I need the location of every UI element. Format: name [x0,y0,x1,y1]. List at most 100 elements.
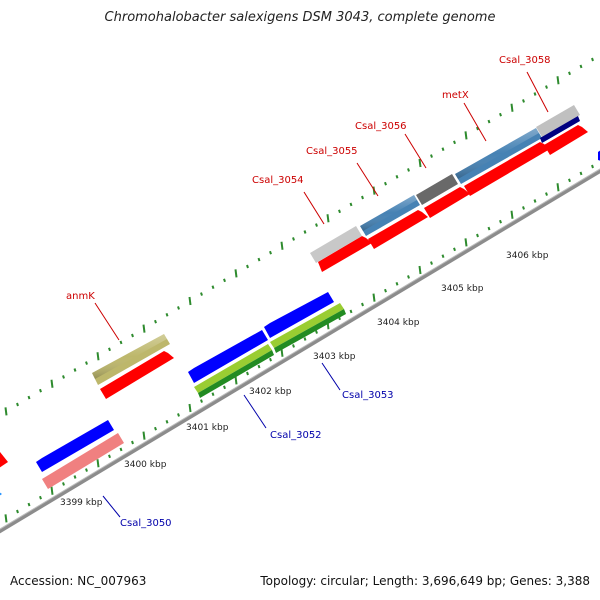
scale-tick [384,288,387,293]
scale-tick [27,502,31,507]
scale-tick [418,158,422,168]
forward-genes-track [0,105,600,474]
scale-tick [556,183,560,192]
gene-label-Csal_3058[interactable]: Csal_3058 [499,55,551,66]
scale-tick [464,238,468,247]
scale-tick [200,292,203,296]
scale-label: 3406 kbp [506,251,549,261]
scale-tick [510,210,514,219]
scale-tick [533,199,537,203]
gene-feature[interactable] [0,490,2,498]
scale-tick [464,131,468,140]
gene-feature[interactable] [464,142,550,196]
scale-tick [315,223,318,227]
gene-feature[interactable] [540,116,580,143]
gene-feature[interactable] [264,292,334,338]
scale-tick [430,154,433,158]
scale-tick [4,407,8,416]
scale-tick [96,459,100,468]
scale-tick [234,269,238,278]
scale-tick [16,509,19,514]
scale-tick [418,265,422,275]
gene-feature-Csal_3054[interactable] [310,226,362,263]
gene-label-Csal_3055[interactable]: Csal_3055 [306,146,358,157]
scale-tick [62,375,65,379]
scale-tick [62,482,65,486]
gene-label-Csal_3056[interactable]: Csal_3056 [355,121,407,132]
accession-label: Accession: NC_007963 [10,574,147,588]
scale-tick [499,219,502,224]
gene-label-Csal_3052[interactable]: Csal_3052 [270,430,322,441]
scale-tick [453,140,456,145]
scale-tick [579,64,583,69]
gene-label-Csal_3050[interactable]: Csal_3050 [120,518,172,529]
gene-feature[interactable] [318,236,372,272]
scale-tick [108,347,111,352]
scale-tick [188,296,192,306]
gene-label-Csal_3053[interactable]: Csal_3053 [342,390,394,401]
scale-tick [154,319,157,324]
gene-feature[interactable] [188,330,268,383]
gene-feature-Csal_3058[interactable] [536,105,580,137]
genome-backbone-ring [0,168,600,534]
scale-tick [522,206,525,210]
scale-tick [292,237,295,241]
label-connectors-reverse [102,362,341,518]
scale-tick [131,333,134,338]
scale-tick [280,348,284,357]
scale-tick [338,209,341,214]
scale-tick [487,119,491,124]
reverse-genes-track [0,292,346,498]
scale-labels: 3399 kbp 3400 kbp 3401 kbp 3402 kbp 3403… [60,251,549,508]
scale-tick [269,250,272,255]
scale-tick [223,278,226,283]
gene-label-Csal_3054[interactable]: Csal_3054 [252,175,304,186]
scale-tick [165,312,169,317]
scale-tick [246,264,249,269]
scale-tick [591,57,594,62]
label-connectors [94,71,549,341]
gene-feature[interactable] [274,309,346,353]
scale-tick [211,285,215,290]
gene-feature-Csal_3056[interactable] [416,174,458,205]
gene-feature[interactable] [424,187,470,218]
scale-tick [591,164,594,169]
scale-tick [257,364,261,369]
scale-tick [476,126,479,131]
gene-feature[interactable] [36,420,114,472]
genome-summary-label: Topology: circular; Length: 3,696,649 bp… [260,574,590,588]
scale-tick [142,431,146,440]
gene-feature[interactable] [100,351,174,399]
gene-label-metX[interactable]: metX [442,90,469,101]
scale-tick [395,281,399,286]
gene-feature[interactable] [368,210,428,249]
gene-feature-Csal_3053[interactable] [270,303,344,348]
scale-tick [499,112,502,117]
scale-tick [476,233,479,238]
gene-feature-Csal_3050[interactable] [42,433,124,489]
gene-label-anmK[interactable]: anmK [66,291,95,302]
scale-tick [579,171,583,176]
scale-tick [177,413,180,417]
scale-tick [257,257,261,262]
gene-feature-Csal_3052[interactable] [194,344,272,393]
scale-tick [292,344,295,348]
scale-tick [361,195,364,200]
scale-tick [545,192,548,196]
scale-tick [211,392,215,397]
scale-tick [4,514,8,523]
scale-tick [27,395,31,400]
scale-tick [73,368,77,372]
scale-tick [568,71,571,76]
scale-tick [303,230,307,234]
map-title: Chromohalobacter salexigens DSM 3043, co… [104,10,496,25]
forward-gene-labels: anmK Csal_3054 Csal_3055 Csal_3056 metX … [66,55,551,302]
gene-feature[interactable] [198,350,274,398]
feature-shading [92,128,539,379]
scale-label: 3404 kbp [377,318,420,328]
gene-feature[interactable] [0,452,8,474]
scale-tick [395,174,399,179]
gene-feature[interactable] [544,125,588,155]
scale-tick [349,309,353,314]
scale-tick [165,419,169,424]
